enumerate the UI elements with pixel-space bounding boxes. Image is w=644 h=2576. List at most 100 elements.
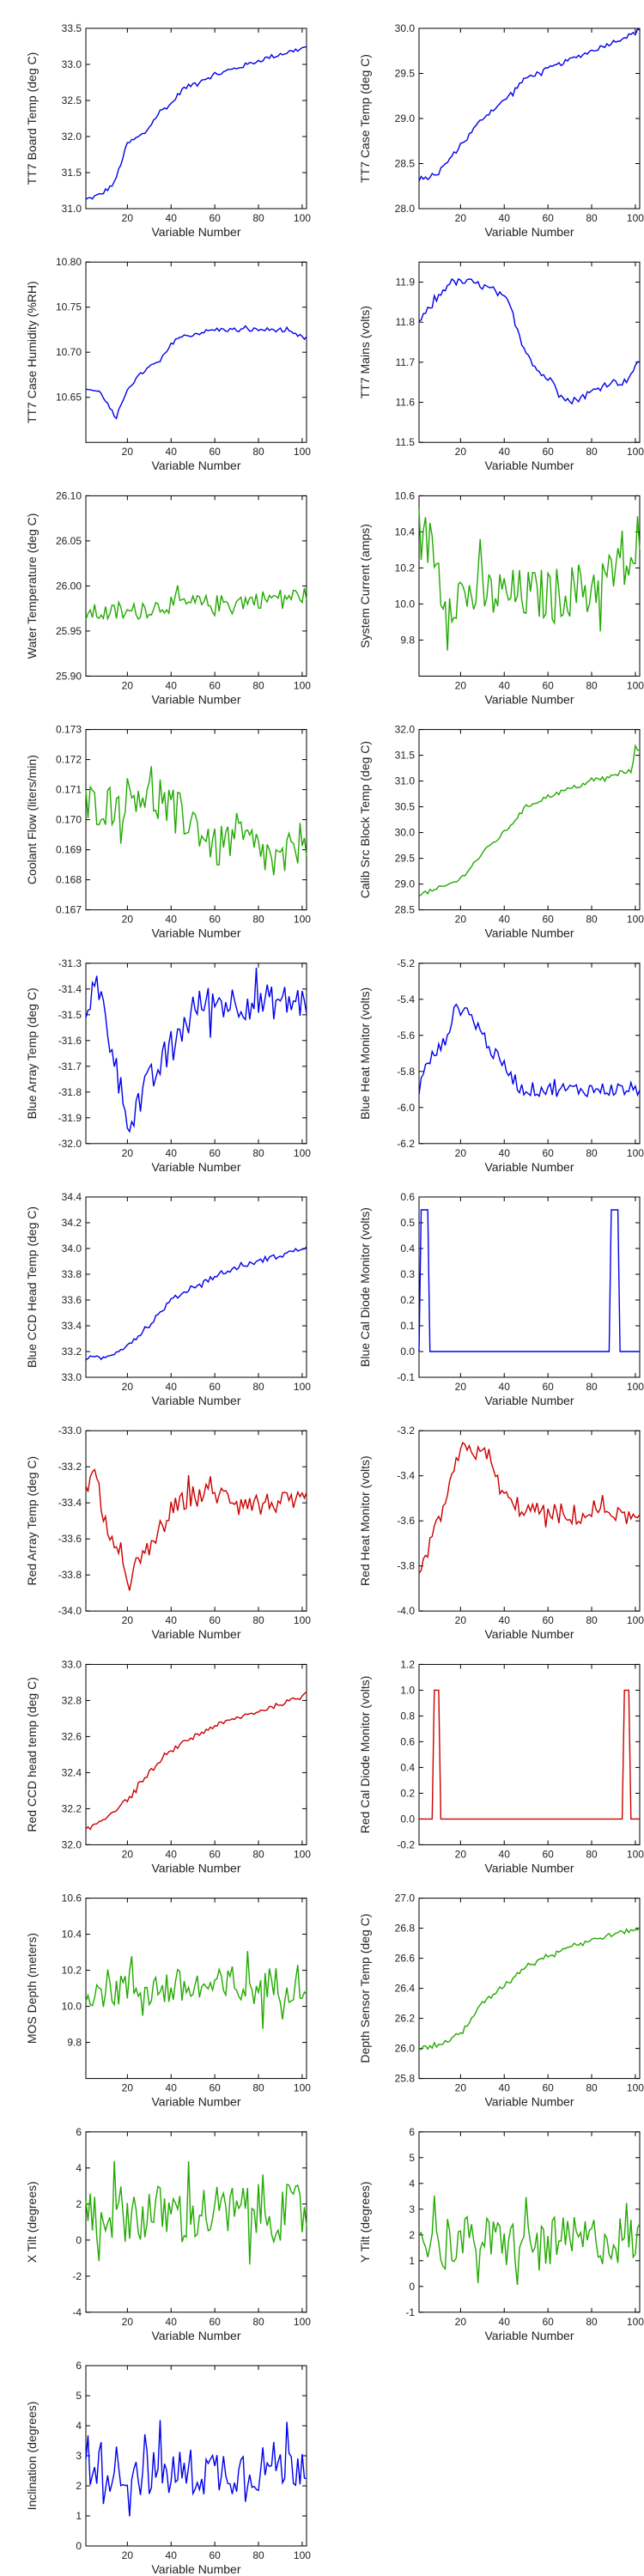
x-tick-label: 80 [586, 2082, 598, 2094]
x-tick-label: 60 [542, 679, 554, 691]
plot-frame [418, 2131, 641, 2313]
x-tick-label: 20 [122, 2549, 134, 2561]
y-axis-label: System Current (amps) [358, 524, 372, 648]
x-tick-label: 100 [627, 212, 644, 224]
x-tick-label: 40 [166, 2316, 178, 2328]
x-tick-label: 100 [294, 679, 311, 691]
chart-panel-9: 20 40 60 80 100 -32.0 -31.9 -31.8 -31.7 -31.6 -31.… [25, 957, 311, 1174]
x-tick-label: 60 [542, 1147, 554, 1159]
y-tick-label: -31.3 [58, 957, 82, 969]
y-tick-label: 30.0 [395, 827, 416, 839]
y-axis-label: Red Array Temp (deg C) [25, 1456, 39, 1586]
y-tick-label: 33.0 [62, 1371, 82, 1383]
y-tick-label: 10.80 [56, 256, 82, 268]
y-tick-label: 32.0 [62, 1838, 82, 1850]
y-axis-label: Calib Src Block Temp (deg C) [358, 741, 372, 898]
y-tick-label: 9.8 [400, 634, 415, 646]
x-tick-label: 20 [122, 1848, 134, 1860]
x-axis-label: Variable Number [151, 692, 240, 706]
y-axis-label: Blue CCD Head Temp (deg C) [25, 1206, 39, 1368]
y-tick-label: 33.5 [62, 22, 82, 34]
y-tick-label: -5.8 [397, 1066, 415, 1078]
x-tick-label: 60 [542, 2082, 554, 2094]
x-axis-label: Variable Number [484, 1160, 574, 1174]
y-tick-label: 29.5 [395, 853, 416, 865]
x-tick-label: 80 [252, 1848, 264, 1860]
y-tick-label: -31.6 [58, 1035, 82, 1047]
y-tick-label: 31.0 [62, 203, 82, 215]
x-tick-label: 60 [209, 1614, 221, 1626]
y-tick-label: 2 [76, 2480, 82, 2492]
series-line-1 [418, 1441, 641, 1574]
x-tick-label: 40 [166, 446, 178, 458]
chart-panel-20: 20 40 60 80 100 -1 0 1 2 3 4 5 6 Variable Number Y Til… [358, 2126, 644, 2342]
y-tick-label: 10.4 [62, 1929, 82, 1941]
y-tick-label: 11.9 [396, 276, 416, 289]
x-tick-label: 100 [627, 1614, 644, 1626]
y-tick-label: 4 [409, 2178, 415, 2190]
x-tick-label: 20 [455, 1848, 467, 1860]
series-line-1 [85, 1691, 307, 1831]
y-tick-label: 0.171 [56, 784, 82, 796]
chart-panel-5: 20 40 60 80 100 25.90 25.95 26.00 26.05 26.10 Vari… [25, 489, 311, 706]
y-tick-label: 34.2 [62, 1217, 82, 1229]
x-axis-label: Variable Number [151, 1861, 240, 1874]
y-axis-label: Red Heat Monitor (volts) [358, 1455, 372, 1586]
x-tick-label: 60 [209, 1848, 221, 1860]
y-tick-label: 0.170 [56, 814, 82, 826]
x-axis-label: Variable Number [151, 1160, 240, 1174]
y-tick-label: -33.0 [58, 1425, 82, 1437]
x-tick-label: 20 [455, 446, 467, 458]
x-axis-label: Variable Number [484, 225, 574, 239]
x-tick-label: 100 [627, 679, 644, 691]
y-tick-label: 0.172 [56, 754, 82, 766]
series-line-1 [85, 1951, 307, 2029]
x-axis-label: Variable Number [484, 1627, 574, 1641]
y-axis-label: Depth Sensor Temp (deg C) [358, 1914, 372, 2063]
y-tick-label: 29.5 [395, 68, 416, 80]
chart-panel-16: 20 40 60 80 100 -0.2 0.0 0.2 0.4 0.6 0.8 1.0 1.2 Vari… [358, 1658, 644, 1874]
x-tick-label: 20 [122, 914, 134, 926]
y-tick-label: -31.7 [58, 1060, 82, 1072]
x-tick-label: 20 [122, 446, 134, 458]
series-line-1 [85, 967, 307, 1133]
y-tick-label: 0.167 [56, 904, 82, 916]
y-tick-label: -4.0 [397, 1605, 415, 1617]
y-tick-label: 26.05 [56, 535, 82, 547]
series-line-1 [85, 585, 307, 622]
y-tick-label: 32.4 [62, 1766, 82, 1778]
plot-frame [418, 1898, 641, 2080]
y-tick-label: 33.2 [62, 1346, 82, 1358]
chart-panel-8: 20 40 60 80 100 28.5 29.0 29.5 30.0 30.5 31.0 31.5 3… [358, 724, 644, 940]
y-tick-label: 11.8 [396, 316, 416, 328]
y-tick-label: 33.6 [62, 1294, 82, 1306]
y-axis-label: TT7 Case Humidity (%RH) [25, 281, 39, 423]
y-tick-label: 10.0 [395, 598, 416, 610]
x-tick-label: 80 [252, 212, 264, 224]
plot-frame [418, 1663, 641, 1845]
y-axis-label: Coolant Flow (liters/min) [25, 755, 39, 884]
plot-frame [85, 963, 307, 1145]
y-tick-label: 26.6 [395, 1953, 416, 1965]
series-line-1 [418, 277, 641, 405]
series-line-1 [85, 325, 307, 420]
plot-frame [418, 261, 641, 443]
plot-frame [85, 495, 307, 677]
x-tick-label: 20 [122, 1381, 134, 1393]
chart-panel-6: 20 40 60 80 100 9.8 10.0 10.2 10.4 10.6 Variable N… [358, 489, 644, 706]
y-tick-label: 0.8 [400, 1710, 415, 1722]
y-tick-label: 1.0 [400, 1684, 415, 1696]
x-tick-label: 20 [455, 212, 467, 224]
y-tick-label: 33.4 [62, 1320, 82, 1332]
y-axis-label: TT7 Board Temp (deg C) [25, 52, 39, 185]
y-tick-label: 34.4 [62, 1191, 82, 1203]
chart-panel-15: 20 40 60 80 100 32.0 32.2 32.4 32.6 32.8 33.0 Varia… [25, 1658, 311, 1874]
chart-panel-2: 20 40 60 80 100 28.0 28.5 29.0 29.5 30.0 Variable … [358, 22, 644, 239]
x-tick-label: 20 [122, 2316, 134, 2328]
x-tick-label: 100 [627, 1848, 644, 1860]
chart-panel-1: 20 40 60 80 100 31.0 31.5 32.0 32.5 33.0 33.5 Varia… [25, 22, 311, 239]
y-tick-label: 11.5 [396, 436, 416, 448]
chart-panel-3: 20 40 60 80 100 10.65 10.70 10.75 10.80 Variable … [25, 256, 311, 472]
y-tick-label: 26.00 [56, 580, 82, 592]
